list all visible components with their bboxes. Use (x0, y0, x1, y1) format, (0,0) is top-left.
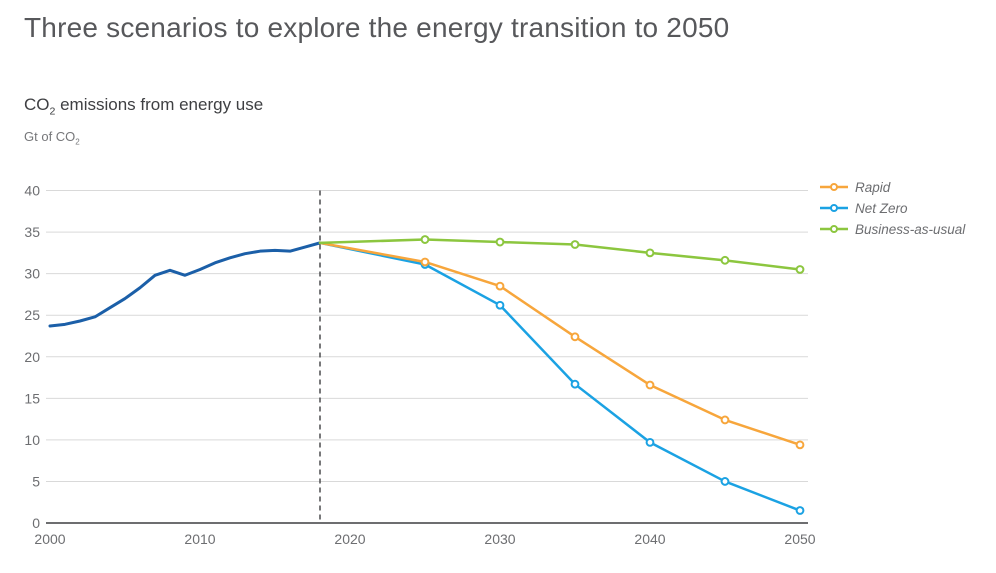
data-point-marker-net-zero (570, 379, 580, 389)
y-tick-label: 40 (24, 183, 40, 199)
data-point-marker-business-as-usual (795, 265, 805, 274)
legend-item-net-zero: Net Zero (820, 200, 965, 216)
x-tick-label: 2030 (484, 531, 515, 547)
y-tick-label: 5 (32, 473, 40, 489)
data-point-marker-net-zero (720, 477, 730, 486)
y-axis-unit-subscript: 2 (75, 137, 80, 147)
data-point-marker-business-as-usual (495, 237, 505, 247)
data-point-marker-rapid (570, 332, 580, 342)
y-tick-label: 30 (24, 266, 40, 282)
chart-subtitle-rest: emissions from energy use (55, 95, 264, 114)
data-point-marker-net-zero (795, 506, 805, 515)
data-point-marker-rapid (795, 440, 805, 450)
chart-subtitle-subscript: 2 (49, 105, 56, 118)
x-tick-label: 2020 (334, 531, 365, 547)
data-point-marker-business-as-usual (720, 255, 730, 265)
y-tick-label: 0 (32, 515, 40, 531)
x-tick-label: 2040 (634, 531, 665, 547)
legend-label: Rapid (855, 179, 891, 195)
data-point-marker-rapid (495, 281, 505, 291)
series-line-net-zero (318, 241, 802, 512)
x-tick-label: 2050 (784, 531, 815, 547)
page-title: Three scenarios to explore the energy tr… (24, 12, 730, 43)
legend-label: Business-as-usual (855, 221, 966, 237)
data-point-marker-business-as-usual (645, 248, 655, 258)
y-axis-unit-text: Gt of CO (24, 129, 76, 144)
data-point-marker-net-zero (645, 437, 655, 447)
data-point-marker-rapid (645, 380, 655, 390)
data-point-marker-net-zero (495, 300, 505, 310)
data-point-marker-business-as-usual (420, 235, 430, 244)
y-axis-unit-label: Gt of CO2 (24, 129, 80, 147)
y-tick-label: 20 (24, 349, 40, 365)
data-point-marker-business-as-usual (570, 240, 580, 249)
legend-marker-icon (820, 204, 848, 212)
data-point-marker-rapid (420, 257, 430, 267)
chart-subtitle: CO2 emissions from energy use (24, 95, 264, 118)
y-tick-label: 35 (24, 224, 40, 240)
series-line-history (48, 241, 322, 328)
x-tick-label: 2010 (184, 531, 215, 547)
y-tick-label: 25 (24, 307, 40, 323)
chart-subtitle-text: CO (24, 95, 50, 114)
y-tick-label: 15 (24, 390, 40, 406)
chart-legend: Rapid Net Zero Business-as-usual (820, 179, 965, 237)
y-tick-label: 10 (24, 432, 40, 448)
x-tick-label: 2000 (34, 531, 65, 547)
legend-marker-icon (820, 183, 848, 191)
series-line-business-as-usual (318, 238, 802, 271)
legend-item-rapid: Rapid (820, 179, 965, 195)
legend-item-business-as-usual: Business-as-usual (820, 221, 965, 237)
legend-label: Net Zero (855, 200, 908, 216)
legend-marker-icon (820, 225, 848, 233)
data-point-marker-rapid (720, 415, 730, 425)
